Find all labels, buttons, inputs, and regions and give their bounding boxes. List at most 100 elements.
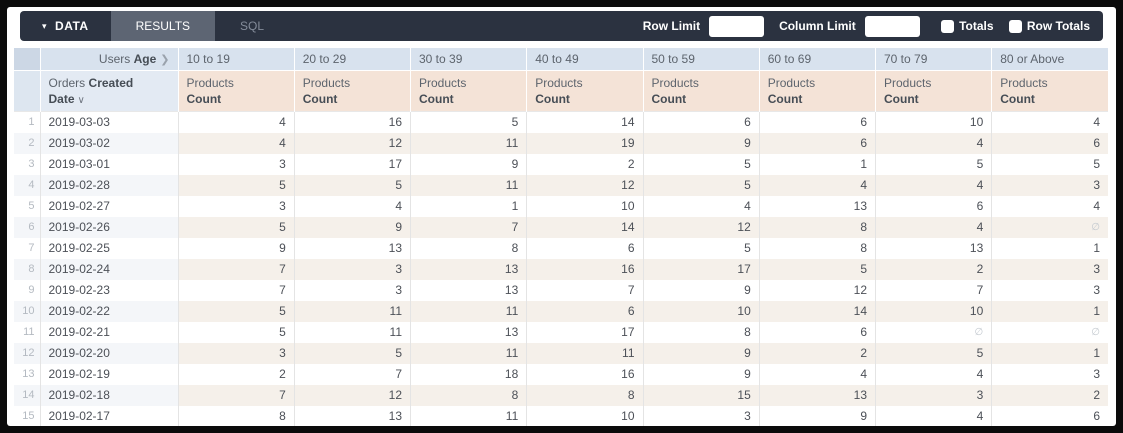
value-cell: 6 [758,110,876,133]
measure-entity-label: Products [302,75,351,90]
row-number: 2 [14,132,40,154]
value-cell: 5 [293,342,411,364]
value-cell: 13 [409,279,527,301]
pivot-header-row: Users Age ❯ 10 to 19 20 to 29 30 to 39 40 to… [14,48,1108,70]
table-row: 14 2019-02-18 7 12 8 8 15 13 3 2 [14,384,1108,406]
value-cell: 18 [409,363,527,385]
row-number: 9 [28,283,35,296]
measure-header[interactable]: Products Count [293,69,411,111]
row-number: 11 [23,325,35,338]
pivot-value-header[interactable]: 80 or Above [991,48,1108,70]
value-cell: 1 [991,237,1108,259]
table-row: 4 2019-02-28 5 5 11 12 5 4 4 3 [14,174,1108,196]
row-number: 6 [14,216,40,238]
table-row: 5 2019-02-27 3 4 1 10 4 13 6 4 [14,195,1108,217]
value-cell: 5 [642,174,760,196]
value-cell: 13 [874,237,992,259]
measure-field-label: Count [419,91,454,106]
measure-header[interactable]: Products Count [874,69,992,111]
pivot-value-header[interactable]: 50 to 59 [642,48,760,70]
measure-header[interactable]: Products Count [409,69,527,111]
value-cell: 3 [177,153,295,175]
measure-entity-label: Products [767,75,816,90]
table-row: 1 2019-03-03 4 16 5 14 6 6 10 4 [14,110,1108,133]
value-cell: 6 [758,321,876,343]
value-cell: 7 [409,216,527,238]
value-cell: 7 [177,279,295,301]
toolbar: ▾ DATA RESULTS SQL Row Limit Column Limi… [20,11,1103,41]
measure-field-label: Count [651,91,687,106]
date-cell: 2019-02-22 [39,300,178,322]
value-cell: 4 [991,110,1108,133]
measure-header[interactable]: Products Count [526,69,643,111]
value-cell: 13 [758,384,876,406]
tab-sql[interactable]: SQL [240,19,265,33]
measure-entity-label: Products [419,75,467,90]
pivot-value-header[interactable]: 40 to 49 [526,48,643,70]
value-cell: 8 [409,384,527,406]
value-cell: 9 [642,279,760,301]
column-limit-input[interactable] [864,15,920,37]
table-row: 7 2019-02-25 9 13 8 6 5 8 13 1 [14,237,1108,259]
totals-control: Totals [935,19,994,34]
value-cell: 2 [526,153,643,175]
value-cell: 5 [177,174,295,196]
value-cell: 7 [177,384,295,406]
value-cell: 4 [874,216,992,238]
measure-header[interactable]: Products Count [991,69,1108,111]
value-cell: 5 [293,174,411,196]
value-cell: 14 [526,216,643,238]
row-totals-checkbox[interactable] [1008,20,1022,34]
measure-field-label: Count [1000,91,1035,106]
value-cell: 2 [758,342,876,364]
tab-data[interactable]: ▾ DATA [20,11,111,41]
chevron-down-icon: ∨ [77,94,85,106]
value-cell: 3 [293,258,411,280]
value-cell: 7 [293,363,411,385]
pivot-value-header[interactable]: 60 to 69 [758,48,876,70]
value-cell: 3 [177,195,295,217]
value-cell: 9 [758,405,876,426]
measure-header[interactable]: Products Count [177,69,295,111]
row-limit-input[interactable] [709,15,765,37]
value-cell: 3 [177,342,295,364]
row-totals-label: Row Totals [1026,18,1090,33]
table-row: 3 2019-03-01 3 17 9 2 5 1 5 5 [14,153,1108,175]
row-number: 7 [28,241,35,254]
date-cell: 2019-02-24 [39,258,178,280]
row-limit-label: Row Limit [642,19,701,33]
pivot-value-header[interactable]: 70 to 79 [874,48,992,70]
value-cell: 8 [177,405,295,426]
row-number: 14 [14,384,40,406]
value-cell: 10 [642,300,760,322]
value-cell: 16 [526,363,643,385]
value-cell: 16 [526,258,643,280]
value-cell: 3 [642,405,760,426]
value-cell: 5 [642,153,760,175]
value-cell: 4 [874,132,992,154]
pivot-field-header[interactable]: Users Age ❯ [39,48,178,70]
corner-cell [14,48,40,70]
totals-checkbox[interactable] [940,20,954,34]
row-number: 13 [22,367,35,380]
value-cell: 9 [409,153,527,175]
value-cell: 13 [758,195,876,217]
measure-header[interactable]: Products Count [758,69,876,111]
value-cell: 17 [293,153,411,175]
date-cell: 2019-02-20 [39,342,178,364]
measure-entity-label: Products [884,75,932,90]
measure-entity-label: Products [1000,75,1048,90]
date-cell: 2019-02-28 [39,174,178,196]
row-number: 4 [14,174,40,196]
tab-results[interactable]: RESULTS [110,11,216,41]
pivot-value-header[interactable]: 10 to 19 [177,48,295,70]
value-cell: 4 [991,195,1108,217]
value-cell: 10 [526,195,643,217]
value-cell: 17 [642,258,760,280]
measure-header[interactable]: Products Count [642,69,760,111]
pivot-value-header[interactable]: 20 to 29 [293,48,411,70]
pivot-value-header[interactable]: 30 to 39 [409,48,527,70]
value-cell: 13 [293,405,411,426]
value-cell: 11 [409,405,527,426]
dimension-header[interactable]: Orders Created Date ∨ [39,69,178,111]
